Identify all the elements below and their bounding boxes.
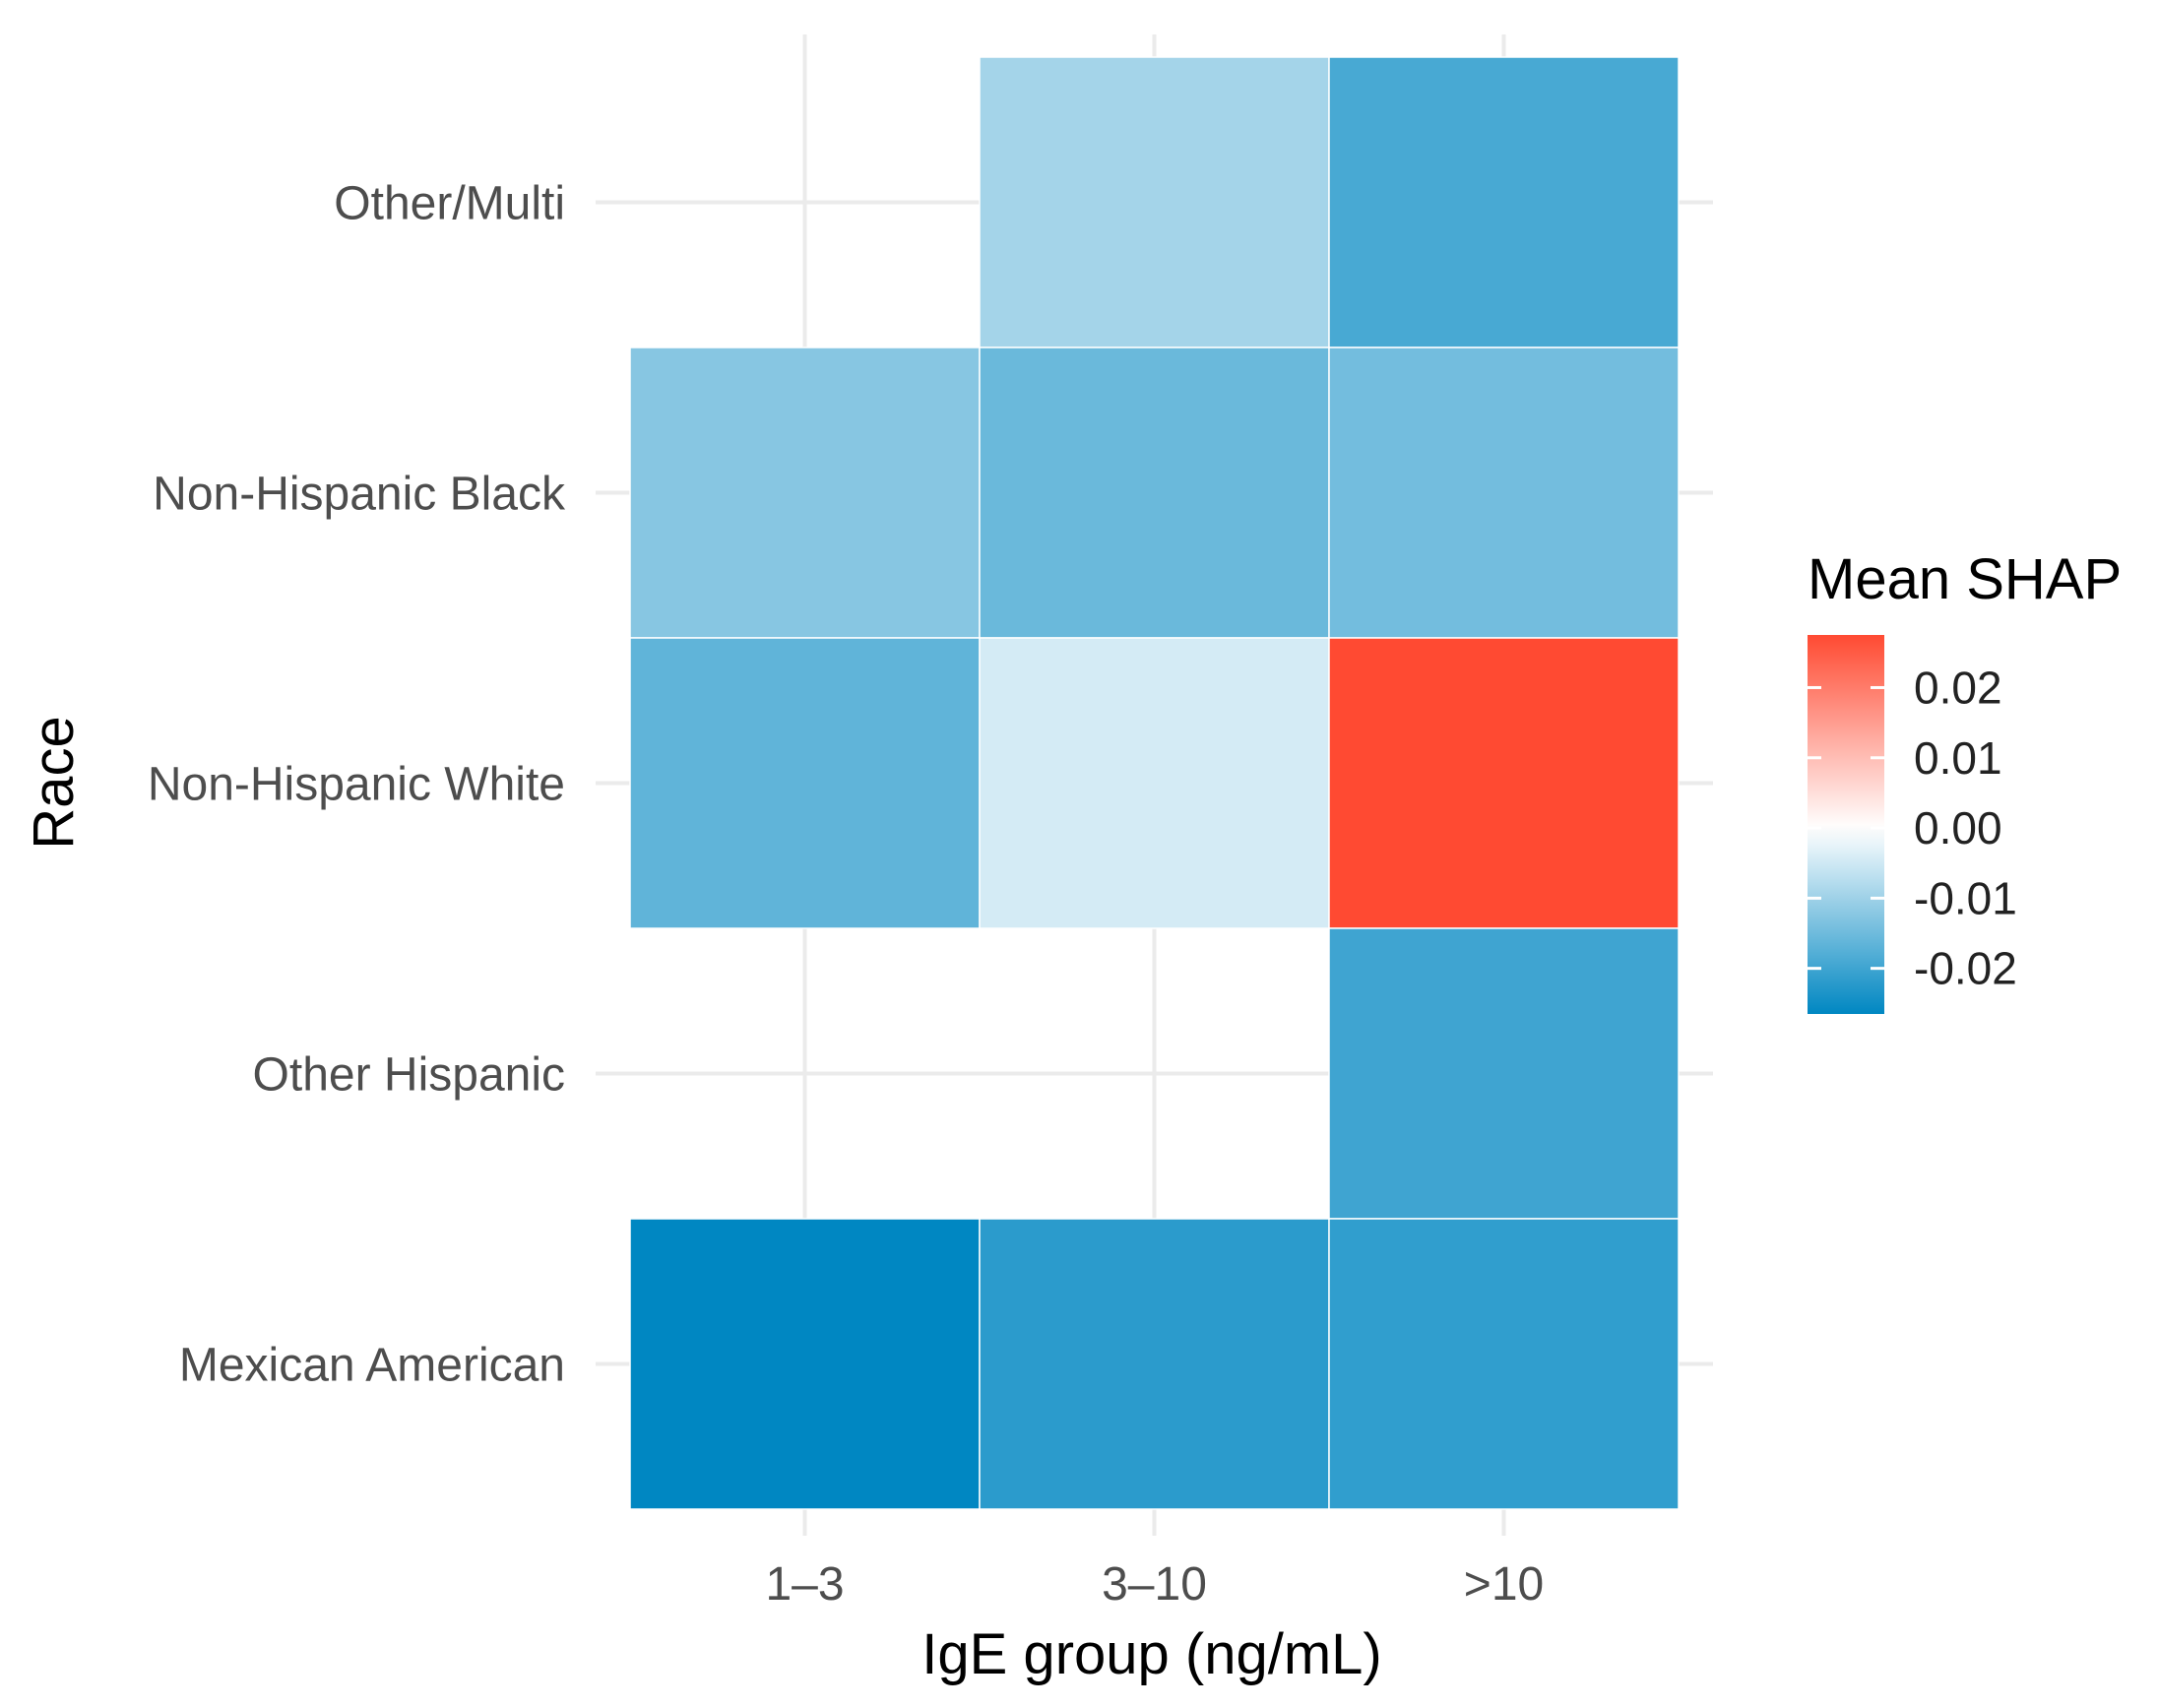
heatmap-cell-other-multi-3-10 (979, 56, 1330, 348)
legend-colorbar (1808, 635, 1884, 1014)
x-tick-labels: 1–3 3–10 >10 (765, 1558, 1544, 1611)
heatmap-cell-non-hispanic-white-10 (1328, 637, 1680, 929)
heatmap-cell-non-hispanic-black-10 (1328, 347, 1680, 639)
y-tick-label: Non-Hispanic Black (153, 469, 566, 521)
legend-tick-label: 0.01 (1914, 732, 2002, 784)
y-tick-label: Mexican American (179, 1340, 565, 1392)
legend: Mean SHAP 0.02 0.01 0.00 -0.01 -0.02 (1808, 547, 2122, 1014)
heatmap-cell-non-hispanic-black-1-3 (629, 347, 981, 639)
heatmap-cells (629, 56, 1680, 1510)
heatmap-cell-non-hispanic-white-3-10 (979, 637, 1330, 929)
x-tick-label: >10 (1464, 1558, 1544, 1611)
legend-tick-label: -0.02 (1914, 943, 2017, 994)
y-axis-title: Race (22, 716, 86, 849)
heatmap-cell-mexican-american-1-3 (629, 1218, 981, 1510)
x-axis-title: IgE group (ng/mL) (921, 1622, 1381, 1686)
heatmap-cell-mexican-american-10 (1328, 1218, 1680, 1510)
heatmap-cell-non-hispanic-white-1-3 (629, 637, 981, 929)
heatmap-cell-other-multi-10 (1328, 56, 1680, 348)
y-tick-label: Other/Multi (334, 178, 565, 230)
y-tick-label: Non-Hispanic White (148, 759, 565, 811)
x-tick-label: 1–3 (765, 1558, 844, 1611)
legend-tick-label: 0.00 (1914, 802, 2002, 854)
y-tick-label: Other Hispanic (253, 1049, 565, 1102)
legend-tick-label: 0.02 (1914, 662, 2002, 713)
heatmap-cell-non-hispanic-black-3-10 (979, 347, 1330, 639)
heatmap-cell-mexican-american-3-10 (979, 1218, 1330, 1510)
heatmap-cell-other-hispanic-10 (1328, 927, 1680, 1220)
legend-ticks: 0.02 0.01 0.00 -0.01 -0.02 (1808, 662, 2017, 994)
legend-title: Mean SHAP (1808, 547, 2122, 611)
y-tick-labels: Mexican American Other Hispanic Non-Hispan… (148, 178, 566, 1392)
x-tick-label: 3–10 (1102, 1558, 1207, 1611)
legend-tick-label: -0.01 (1914, 872, 2017, 923)
